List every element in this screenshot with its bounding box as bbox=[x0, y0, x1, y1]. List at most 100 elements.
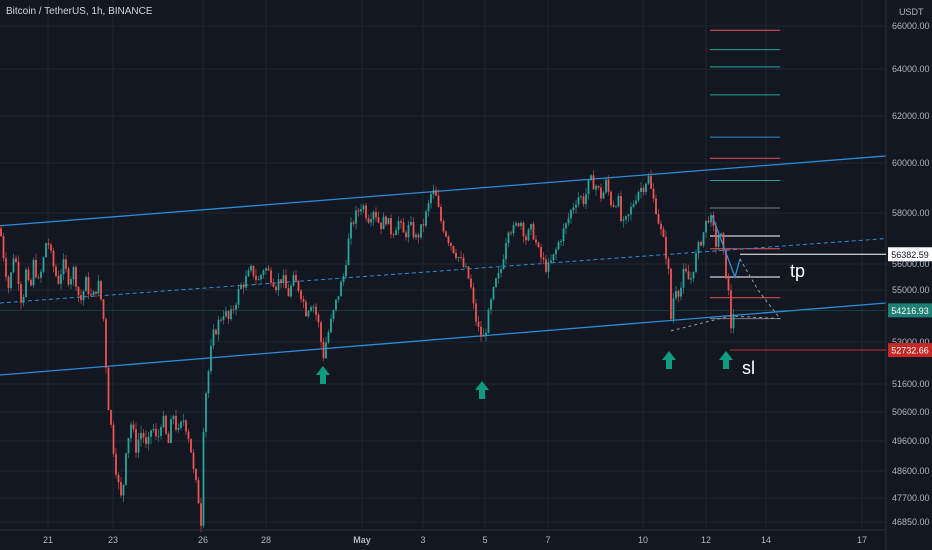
candle-body bbox=[137, 439, 140, 453]
candle-body bbox=[415, 234, 417, 238]
candle-body bbox=[122, 484, 125, 496]
price-axis[interactable]: USDT 66000.00 64000.00 62000.00 60000.00 580… bbox=[885, 0, 930, 550]
candle-body bbox=[120, 482, 122, 496]
candle-body bbox=[675, 291, 677, 299]
candle-body bbox=[677, 291, 680, 297]
time-axis[interactable]: 21 23 26 28 May 3 5 7 10 12 14 17 bbox=[0, 529, 886, 545]
candle-body bbox=[212, 329, 215, 346]
candle-body bbox=[345, 265, 347, 277]
candle-body bbox=[222, 316, 225, 321]
candle-body bbox=[370, 219, 372, 223]
candle-body bbox=[242, 284, 245, 288]
candle-body bbox=[282, 275, 285, 283]
candle-body bbox=[600, 187, 602, 199]
time-tick-label: 12 bbox=[701, 535, 711, 545]
candle-body bbox=[397, 221, 400, 231]
price-channel[interactable] bbox=[0, 155, 887, 376]
candle-body bbox=[62, 259, 65, 275]
candle-body bbox=[72, 267, 75, 280]
up-arrow-icon bbox=[662, 351, 676, 369]
candle-body bbox=[275, 286, 277, 291]
candle-body bbox=[407, 225, 410, 238]
candle-body bbox=[380, 222, 382, 230]
candle-body bbox=[147, 436, 150, 444]
price-tick-label: 55000.00 bbox=[892, 285, 930, 295]
candle-body bbox=[20, 284, 22, 303]
candle-body bbox=[610, 191, 612, 206]
candle-body bbox=[210, 345, 212, 372]
candle-body bbox=[32, 259, 35, 286]
candle-body bbox=[522, 222, 525, 237]
candle-body bbox=[730, 290, 732, 329]
candle-body bbox=[595, 185, 597, 190]
candle-body bbox=[7, 276, 10, 289]
candle-body bbox=[177, 427, 180, 430]
candle-body bbox=[440, 206, 442, 222]
candle-body bbox=[75, 267, 77, 287]
candle-body bbox=[457, 257, 460, 259]
candle-body bbox=[547, 262, 550, 272]
candle-body bbox=[310, 307, 312, 312]
price-tick-label: 46850.00 bbox=[892, 517, 930, 527]
candle-body bbox=[35, 259, 37, 278]
candle-body bbox=[330, 318, 332, 333]
candle-body bbox=[47, 243, 50, 245]
up-arrow-icon bbox=[719, 351, 733, 369]
candle-body bbox=[477, 321, 480, 327]
candle-body bbox=[445, 231, 447, 237]
time-tick-label: 14 bbox=[761, 535, 771, 545]
candle-body bbox=[140, 432, 142, 440]
candle-body bbox=[405, 232, 407, 238]
candle-body bbox=[200, 503, 202, 526]
candle-body bbox=[662, 229, 665, 237]
candle-body bbox=[245, 276, 247, 288]
candle-body bbox=[217, 319, 220, 335]
candle-body bbox=[125, 453, 127, 485]
candle-body bbox=[672, 298, 675, 320]
candle-body bbox=[165, 415, 167, 434]
candle-body bbox=[297, 280, 300, 291]
candle-body bbox=[640, 187, 642, 192]
candle-body bbox=[490, 299, 492, 310]
candle-body bbox=[612, 205, 615, 207]
candle-body bbox=[85, 277, 87, 292]
candle-body bbox=[322, 341, 325, 359]
symbol-title[interactable]: Bitcoin / TetherUS, 1h, BINANCE bbox=[6, 6, 153, 17]
candle-body bbox=[517, 223, 520, 227]
candle-body bbox=[192, 452, 195, 469]
candle-body bbox=[230, 309, 232, 320]
candle-body bbox=[442, 221, 445, 232]
candle-body bbox=[690, 278, 692, 280]
price-tick-label: 47700.00 bbox=[892, 493, 930, 503]
candle-body bbox=[622, 219, 625, 221]
candle-body bbox=[290, 285, 292, 297]
candle-body bbox=[700, 242, 702, 246]
candle-body bbox=[357, 210, 360, 212]
candle-body bbox=[567, 218, 570, 224]
projection-path[interactable] bbox=[667, 215, 782, 333]
candle-body bbox=[502, 259, 505, 269]
candle-body bbox=[30, 280, 32, 286]
price-tick-label: 48600.00 bbox=[892, 466, 930, 476]
candle-body bbox=[205, 393, 207, 432]
candle-body bbox=[197, 479, 200, 504]
candle-body bbox=[607, 179, 610, 192]
candle-body bbox=[605, 179, 607, 193]
candle-body bbox=[100, 280, 102, 300]
candle-body bbox=[270, 270, 272, 283]
candle-body bbox=[150, 430, 152, 437]
candle-body bbox=[535, 239, 537, 243]
candle-body bbox=[362, 205, 365, 210]
candle-body bbox=[715, 225, 717, 247]
candle-body bbox=[592, 175, 595, 190]
candle-body bbox=[695, 253, 697, 272]
candle-body bbox=[620, 195, 622, 221]
candle-body bbox=[57, 275, 60, 284]
candle-body bbox=[375, 211, 377, 218]
candle-body bbox=[417, 234, 420, 238]
candle-body bbox=[315, 306, 317, 315]
candle-body bbox=[365, 205, 367, 219]
candle-body bbox=[280, 279, 282, 283]
candle-body bbox=[590, 175, 592, 181]
